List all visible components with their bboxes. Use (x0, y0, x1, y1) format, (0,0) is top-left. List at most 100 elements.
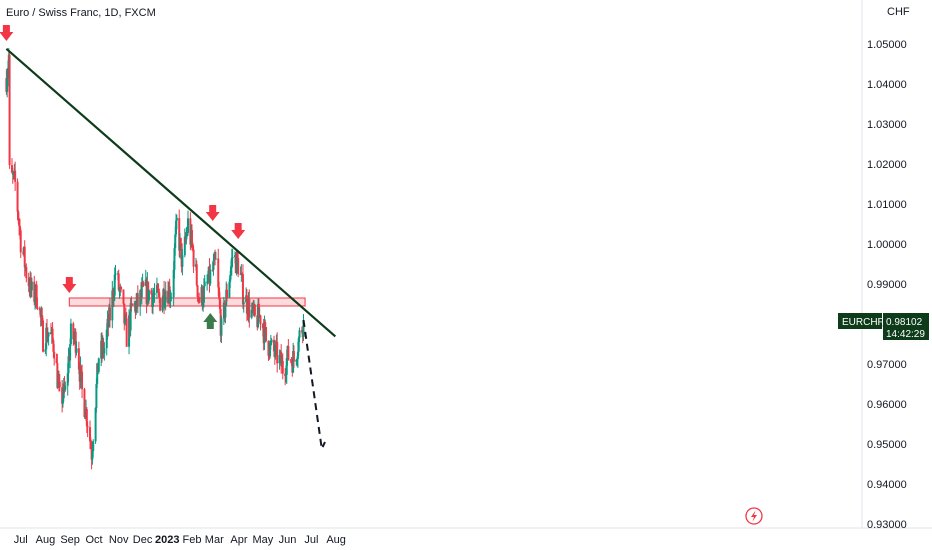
candle-body (191, 244, 194, 250)
candle (124, 307, 127, 321)
candle-body (39, 310, 42, 318)
candle (280, 344, 283, 374)
candle-body (278, 355, 281, 364)
arrows-layer (0, 25, 246, 329)
candle (168, 278, 171, 308)
price-tag[interactable]: EURCHF 0.98102 14:42:29 (838, 313, 929, 340)
y-tick-label: 0.97000 (867, 359, 907, 371)
candle-body (19, 230, 22, 253)
candle-body (163, 289, 166, 306)
candle-body (225, 289, 228, 306)
candle-body (263, 322, 266, 344)
candle-body (86, 426, 89, 428)
candle-body (27, 278, 30, 287)
candle (201, 285, 204, 311)
candle-body (250, 309, 253, 318)
candle-body (118, 289, 121, 291)
candle-body (230, 257, 233, 267)
candle (111, 280, 114, 329)
candle-body (6, 78, 9, 92)
candle-body (248, 298, 251, 318)
candle-body (235, 252, 238, 274)
candle (94, 407, 97, 444)
candle-body (112, 295, 115, 300)
candle-body (270, 339, 273, 343)
candle-body (195, 264, 198, 286)
candle-body (62, 383, 65, 399)
candle (297, 336, 300, 356)
y-tick-label: 0.93000 (867, 519, 907, 531)
candle-body (226, 289, 229, 298)
candle-body (220, 318, 223, 336)
x-tick-label: Nov (109, 534, 129, 546)
candle-body (61, 398, 64, 404)
candle-body (285, 358, 288, 375)
price-tag-symbol: EURCHF (842, 317, 884, 328)
candle-body (261, 324, 264, 329)
candle-body (186, 218, 189, 233)
candle (25, 263, 28, 283)
candle-body (83, 389, 86, 417)
candle (164, 281, 167, 311)
candle-body (264, 322, 267, 328)
candle-body (298, 330, 301, 338)
candle-body (159, 298, 162, 311)
y-tick-label: 1.03000 (867, 119, 907, 131)
candle (267, 340, 270, 361)
candle (23, 240, 26, 277)
candle (57, 370, 60, 392)
candle (175, 214, 178, 230)
x-axis[interactable]: Jul Aug Sep Oct Nov Dec 2023 Feb Mar Apr May Jun Jul… (14, 534, 346, 546)
candle (57, 370, 60, 389)
resistance-zone[interactable] (68, 297, 306, 307)
candle (226, 283, 229, 302)
candle-body (33, 281, 36, 302)
candle-body (153, 292, 156, 296)
x-tick-label: Oct (85, 534, 102, 546)
candle-body (89, 441, 92, 449)
candle (69, 318, 72, 346)
projection-path[interactable] (302, 319, 326, 453)
chart-title: Euro / Swiss Franc, 1D, FXCM (6, 7, 156, 19)
candle-body (178, 218, 181, 251)
candle (287, 339, 290, 361)
candle-body (89, 427, 92, 442)
candle (75, 341, 78, 356)
y-tick-label: 0.95000 (867, 439, 907, 451)
candle-body (241, 273, 244, 275)
candle-body (173, 248, 176, 270)
candle (74, 328, 77, 359)
candle-body (214, 254, 217, 260)
candle-body (95, 383, 98, 408)
candle (77, 341, 80, 374)
lightning-icon[interactable] (745, 507, 763, 525)
candle-body (168, 286, 171, 301)
candle-body (36, 307, 39, 309)
y-axis[interactable]: 1.05000 1.04000 1.03000 1.02000 1.01000 1.000… (867, 39, 907, 531)
candle (113, 267, 116, 302)
candle-body (46, 327, 49, 342)
candle-body (18, 220, 21, 227)
candle (142, 280, 145, 288)
candle-body (175, 220, 178, 235)
candle (298, 327, 301, 343)
candle (163, 280, 166, 315)
candle-body (158, 292, 161, 299)
candle-body (280, 351, 283, 367)
price-tag-price-bg (883, 313, 929, 340)
candle-body (58, 381, 61, 388)
y-tick-label: 0.99000 (867, 279, 907, 291)
candle (92, 439, 95, 458)
candle (102, 337, 105, 359)
x-tick-label: Apr (230, 534, 247, 546)
candle (114, 264, 117, 281)
candle (140, 277, 143, 305)
candle-body (66, 373, 69, 386)
candle (218, 281, 221, 301)
candle-body (179, 238, 182, 244)
y-tick-label: 0.96000 (867, 399, 907, 411)
trendline[interactable] (5, 47, 337, 338)
candle-body (131, 304, 134, 306)
candle (224, 304, 227, 324)
